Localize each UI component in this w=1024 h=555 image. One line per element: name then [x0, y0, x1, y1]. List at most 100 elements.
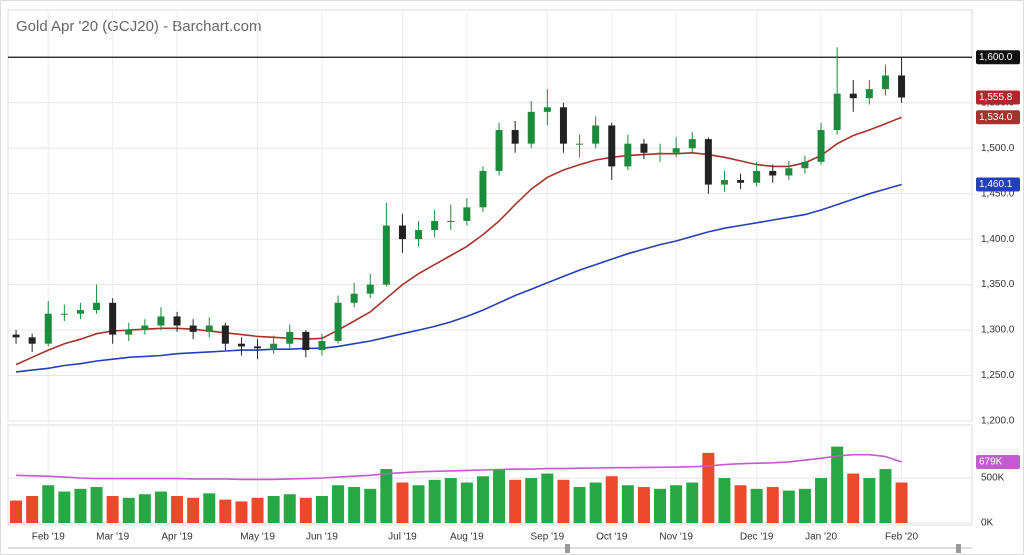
- volume-bar: [831, 446, 844, 523]
- candle-body: [833, 93, 841, 131]
- volume-bar: [734, 485, 747, 523]
- volume-bar: [90, 487, 103, 523]
- volume-bar: [637, 487, 650, 523]
- candle-body: [527, 111, 535, 144]
- candle-body: [76, 310, 84, 314]
- volume-bar: [187, 497, 200, 523]
- volume-bar: [525, 478, 538, 523]
- moving-average-line: [16, 183, 902, 373]
- volume-bar: [718, 478, 731, 523]
- y-tick-label: 1,250.0: [981, 370, 1015, 381]
- x-tick-label: Feb '19: [32, 532, 65, 543]
- volume-bar: [541, 473, 554, 523]
- candle-body: [254, 346, 262, 349]
- scroll-handle[interactable]: [956, 544, 961, 553]
- x-tick-label: Feb '20: [885, 532, 918, 543]
- candle-body: [801, 161, 809, 169]
- volume-panel: [7, 424, 973, 526]
- candle-body: [559, 107, 567, 144]
- volume-bar: [412, 485, 425, 523]
- volume-bar: [654, 488, 667, 523]
- candle-body: [688, 139, 696, 149]
- value-badge: [976, 110, 1020, 125]
- volume-bar: [686, 482, 699, 523]
- x-tick-label: Jan '20: [805, 532, 837, 543]
- value-badge-label: 1,460.1: [979, 179, 1013, 190]
- candle-body: [704, 139, 712, 185]
- candle-body: [785, 168, 793, 176]
- moving-average-line: [15, 116, 902, 366]
- candle-body: [60, 313, 68, 315]
- candle-body: [865, 89, 873, 99]
- volume-bar: [847, 473, 860, 523]
- candle-body: [592, 125, 600, 144]
- volume-bar: [122, 497, 135, 523]
- value-badge-label: 679K: [979, 457, 1003, 468]
- candle-body: [898, 75, 906, 98]
- y-tick-label: 0K: [981, 518, 994, 529]
- volume-bar: [895, 482, 908, 523]
- volume-bar: [476, 476, 489, 523]
- volume-bar: [10, 500, 23, 523]
- y-tick-label: 500K: [981, 473, 1005, 484]
- volume-bar: [364, 488, 377, 523]
- volume-bar: [621, 485, 634, 523]
- volume-bar: [428, 479, 441, 523]
- candle-body: [543, 107, 551, 112]
- y-tick-label: 1,400.0: [981, 234, 1015, 245]
- candle-body: [753, 170, 761, 183]
- x-tick-label: Mar '19: [96, 532, 129, 543]
- candle-body: [849, 93, 857, 99]
- volume-bar: [782, 490, 795, 523]
- candle-body: [334, 302, 342, 341]
- volume-bar: [509, 479, 522, 523]
- volume-bar: [203, 493, 216, 523]
- y-tick-label: 1,300.0: [981, 325, 1015, 336]
- volume-bar: [26, 496, 39, 523]
- candle-body: [737, 180, 745, 183]
- candle-body: [173, 316, 181, 326]
- candle-body: [125, 330, 133, 335]
- candle-body: [656, 152, 664, 154]
- volume-bar: [879, 469, 892, 523]
- candle-body: [398, 225, 406, 240]
- candle-body: [189, 325, 197, 332]
- volume-bar: [235, 501, 248, 523]
- volume-bar: [798, 488, 811, 523]
- x-tick-label: Jun '19: [306, 532, 338, 543]
- candle-body: [237, 343, 245, 347]
- candle-body: [318, 340, 326, 351]
- y-tick-label: 1,350.0: [981, 279, 1015, 290]
- x-tick-label: Dec '19: [740, 532, 774, 543]
- candle-body: [495, 130, 503, 171]
- volume-bar: [267, 496, 280, 523]
- candle-body: [720, 180, 728, 185]
- volume-bar: [670, 485, 683, 523]
- candle-body: [350, 293, 358, 303]
- volume-bar: [460, 482, 473, 523]
- volume-bar: [74, 488, 87, 523]
- volume-bar: [750, 488, 763, 523]
- candle-body: [608, 125, 616, 167]
- candle-body: [12, 334, 20, 338]
- volume-bar: [138, 494, 151, 523]
- moving-average-line: [16, 453, 902, 481]
- candle-body: [881, 75, 889, 90]
- candle-body: [302, 331, 310, 351]
- candle-body: [511, 130, 519, 144]
- volume-bar: [573, 487, 586, 523]
- volume-bar: [493, 469, 506, 523]
- candle-body: [576, 143, 584, 145]
- value-badge: [976, 177, 1020, 192]
- x-tick-label: Jul '19: [388, 532, 417, 543]
- scroll-handle[interactable]: [565, 544, 570, 553]
- volume-bar: [42, 485, 55, 523]
- volume-bar: [702, 452, 715, 523]
- level-badge: [976, 50, 1020, 65]
- candle-body: [431, 220, 439, 231]
- volume-bar: [251, 497, 264, 523]
- candle-body: [479, 170, 487, 208]
- volume-bar: [283, 494, 296, 523]
- candle-body: [93, 302, 101, 311]
